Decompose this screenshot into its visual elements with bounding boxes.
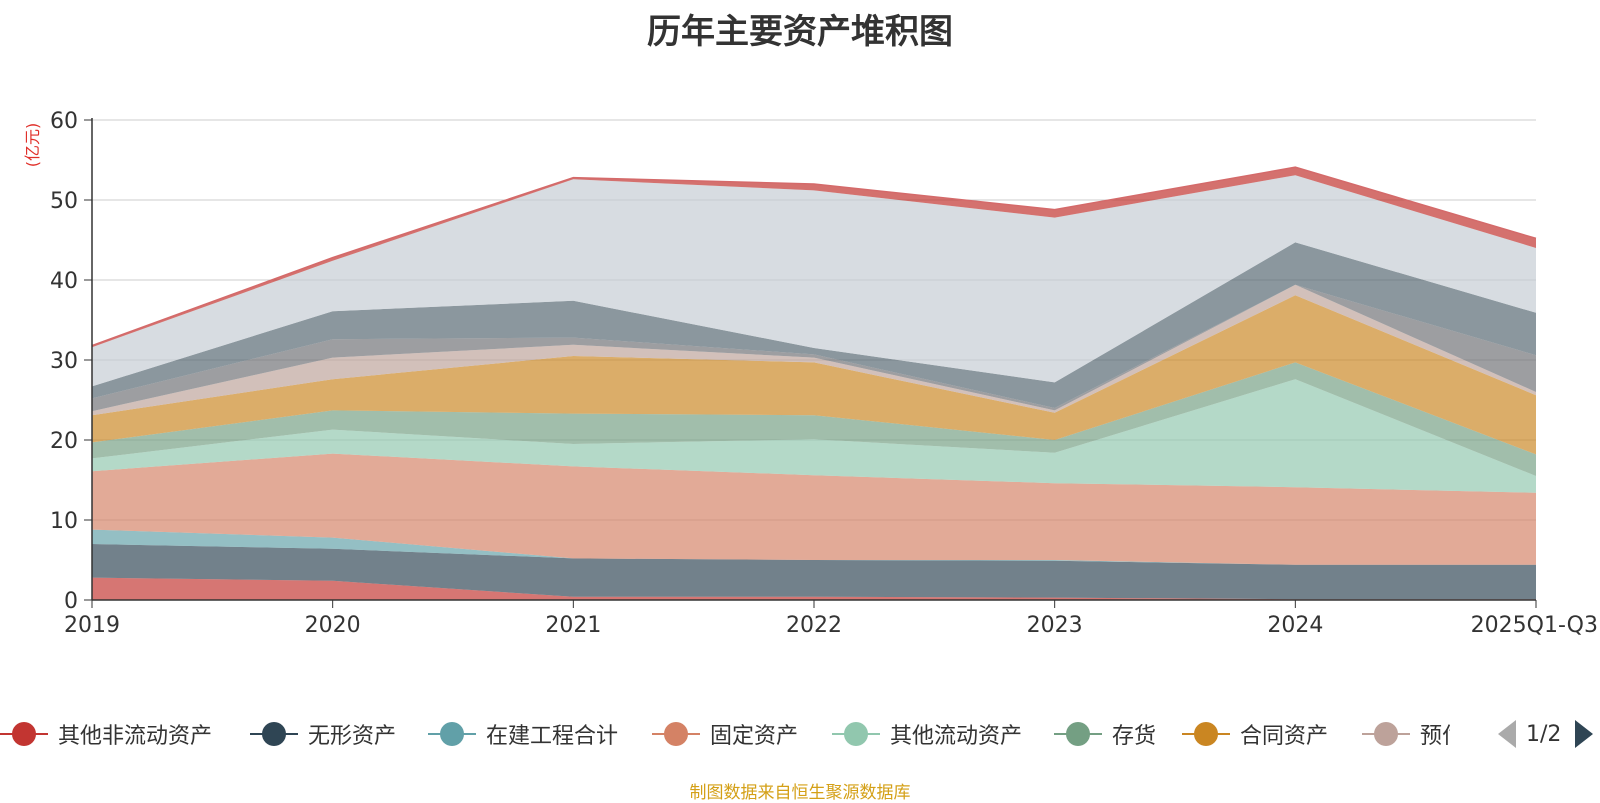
area-series-9[interactable] bbox=[92, 242, 1536, 408]
y-tick-label: 40 bbox=[50, 269, 78, 294]
area-series-8[interactable] bbox=[92, 284, 1536, 412]
legend-marker-icon bbox=[832, 714, 880, 754]
legend-label: 存货 bbox=[1112, 724, 1157, 749]
chart-title: 历年主要资产堆积图 bbox=[647, 12, 953, 52]
x-tick-label: 2022 bbox=[786, 613, 842, 638]
area-series-5[interactable] bbox=[92, 362, 1536, 476]
legend-item[interactable]: 合同资产 bbox=[1182, 714, 1328, 754]
area-series-2[interactable] bbox=[92, 529, 1536, 565]
legend-marker-icon bbox=[250, 714, 298, 754]
legend-label: 其他非流动资产 bbox=[58, 724, 213, 749]
axis-layer: 0 10 20 30 40 50 60 2019 2020 2021 2022 2023 2024 202… bbox=[50, 109, 1598, 638]
area-series-10[interactable] bbox=[92, 175, 1536, 387]
legend-marker-icon bbox=[428, 714, 476, 754]
legend-item[interactable]: 固定资产 bbox=[652, 714, 798, 754]
legend-item[interactable]: 在建工程合计 bbox=[428, 714, 618, 754]
legend-items: 其他非流动资产 无形资产 在建工程合计 固定资产 其他流动资产 存货 合同资产 预付款项 bbox=[0, 714, 1450, 754]
legend-marker-icon bbox=[1054, 714, 1102, 754]
area-series-4[interactable] bbox=[92, 379, 1536, 493]
x-tick-label: 2020 bbox=[305, 613, 361, 638]
x-tick-label: 2025Q1-Q3 bbox=[1471, 613, 1598, 638]
legend-item[interactable]: 其他非流动资产 bbox=[0, 714, 212, 754]
legend-item[interactable]: 预付款项 bbox=[1362, 714, 1450, 754]
legend-marker-icon bbox=[0, 714, 48, 754]
area-layer bbox=[91, 166, 1537, 600]
x-tick-label: 2024 bbox=[1267, 613, 1323, 638]
legend-page-indicator: 1/2 bbox=[1526, 721, 1562, 747]
area-series-1[interactable] bbox=[92, 544, 1536, 600]
y-tick-label: 50 bbox=[50, 189, 78, 214]
y-tick-label: 10 bbox=[50, 509, 78, 534]
y-axis-unit-label: (亿元) bbox=[23, 123, 42, 168]
x-tick-label: 2021 bbox=[545, 613, 601, 638]
legend-item[interactable]: 其他流动资产 bbox=[832, 714, 1022, 754]
legend-label: 预付款项 bbox=[1420, 724, 1450, 749]
legend-pager: 1/2 bbox=[1498, 714, 1594, 754]
legend-marker-icon bbox=[652, 714, 700, 754]
y-tick-label: 30 bbox=[50, 349, 78, 374]
stack-top-line bbox=[91, 166, 1537, 347]
area-series-3[interactable] bbox=[92, 453, 1536, 565]
area-series-6[interactable] bbox=[92, 295, 1536, 455]
legend-item[interactable]: 存货 bbox=[1054, 714, 1156, 754]
legend-marker-icon bbox=[1362, 714, 1410, 754]
x-tick-label: 2019 bbox=[64, 613, 120, 638]
x-tick-label: 2023 bbox=[1027, 613, 1083, 638]
y-tick-label: 20 bbox=[50, 429, 78, 454]
y-tick-label: 0 bbox=[64, 589, 78, 614]
data-source-footer: 制图数据来自恒生聚源数据库 bbox=[689, 783, 911, 803]
legend-marker-icon bbox=[1182, 714, 1230, 754]
legend-label: 在建工程合计 bbox=[486, 724, 619, 749]
legend-label: 固定资产 bbox=[710, 724, 799, 749]
legend-item[interactable]: 无形资产 bbox=[250, 714, 396, 754]
legend-label: 其他流动资产 bbox=[890, 724, 1023, 749]
triangle-left-icon[interactable] bbox=[1498, 720, 1516, 748]
legend-label: 无形资产 bbox=[308, 724, 397, 749]
area-series-0[interactable] bbox=[92, 577, 1536, 600]
triangle-right-icon[interactable] bbox=[1575, 720, 1594, 748]
legend: 其他非流动资产 无形资产 在建工程合计 固定资产 其他流动资产 存货 合同资产 预付款项 1/… bbox=[0, 714, 1600, 754]
y-tick-label: 60 bbox=[50, 109, 78, 134]
legend-label: 合同资产 bbox=[1240, 724, 1329, 749]
